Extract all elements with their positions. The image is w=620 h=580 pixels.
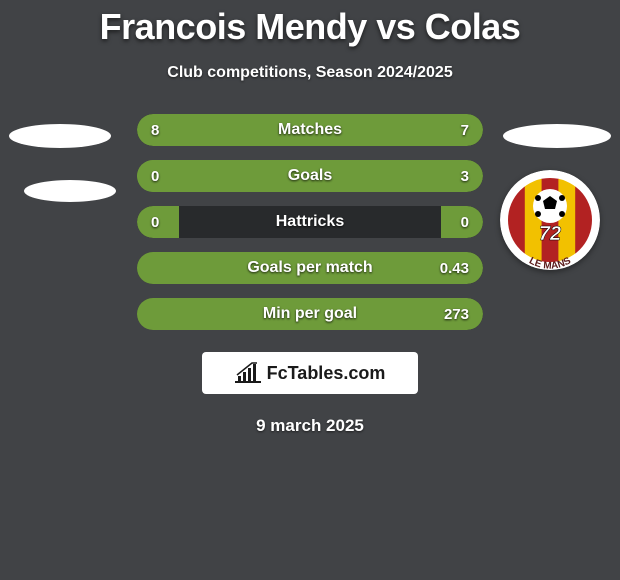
comparison-content: 72LE MANS Matches87Goals03Hattricks00Goa… — [0, 114, 620, 436]
stat-value-right: 0 — [461, 206, 469, 238]
page-subtitle: Club competitions, Season 2024/2025 — [0, 64, 620, 82]
page-title: Francois Mendy vs Colas — [0, 0, 620, 48]
stat-value-right: 7 — [461, 114, 469, 146]
stat-row: Min per goal273 — [137, 298, 483, 330]
stat-value-left: 0 — [151, 160, 159, 192]
comparison-date: 9 march 2025 — [0, 416, 620, 436]
left-ellipse-2 — [24, 180, 116, 202]
stat-value-right: 3 — [461, 160, 469, 192]
brand-text: FcTables.com — [267, 363, 386, 384]
stat-label: Matches — [137, 114, 483, 146]
stats-container: Matches87Goals03Hattricks00Goals per mat… — [137, 114, 483, 330]
stat-label: Hattricks — [137, 206, 483, 238]
left-ellipse-1 — [9, 124, 111, 148]
brand-box: FcTables.com — [202, 352, 418, 394]
stat-value-left: 8 — [151, 114, 159, 146]
chart-icon — [235, 362, 261, 384]
right-ellipse-1 — [503, 124, 611, 148]
badge-number: 72 — [539, 223, 561, 245]
stat-value-right: 0.43 — [440, 252, 469, 284]
stat-row: Goals per match0.43 — [137, 252, 483, 284]
club-badge-le-mans: 72LE MANS — [500, 170, 600, 270]
stat-row: Goals0 3 — [137, 160, 483, 192]
stat-label: Goals per match — [137, 252, 483, 284]
stat-row: Hattricks0 0 — [137, 206, 483, 238]
stat-label: Min per goal — [137, 298, 483, 330]
stat-row: Matches8 7 — [137, 114, 483, 146]
stat-value-left: 0 — [151, 206, 159, 238]
stat-label: Goals — [137, 160, 483, 192]
stat-value-right: 273 — [444, 298, 469, 330]
